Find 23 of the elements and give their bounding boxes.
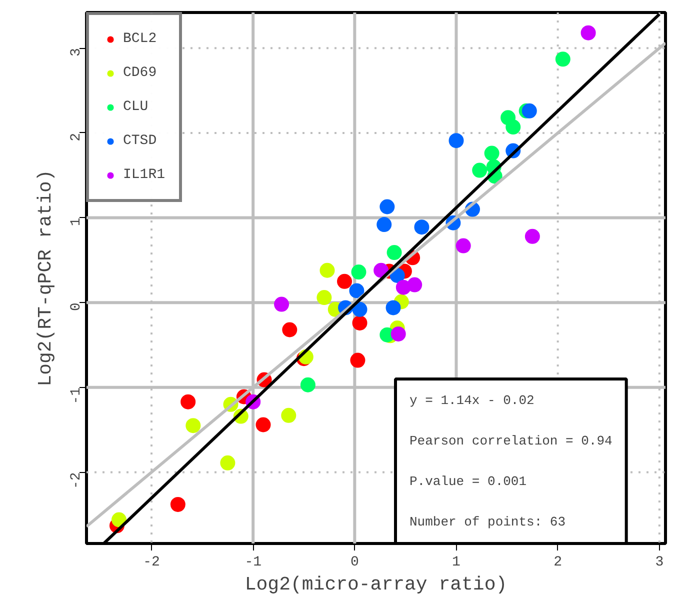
y-tick-label: 3 xyxy=(68,48,84,57)
x-tick-label: 2 xyxy=(554,554,562,570)
x-axis-title: Log2(micro-array ratio) xyxy=(244,574,508,596)
x-tick-label: 1 xyxy=(452,554,460,570)
legend-label: CTSD xyxy=(123,133,157,149)
x-tick-label: 0 xyxy=(350,554,359,570)
y-axis-title: Log2(RT-qPCR ratio) xyxy=(34,170,56,386)
legend-label: CD69 xyxy=(123,65,157,81)
x-tick-label: 3 xyxy=(655,554,664,570)
y-tick-label: -1 xyxy=(68,387,84,404)
annotation: P.value = 0.001 xyxy=(410,474,527,489)
annotation: Pearson correlation = 0.94 xyxy=(410,434,613,448)
y-tick-label: 2 xyxy=(68,132,84,142)
legend-label: CLU xyxy=(123,99,148,115)
y-tick-label: -2 xyxy=(68,472,84,490)
x-tick-label: -2 xyxy=(143,554,160,570)
y-tick-label: 1 xyxy=(68,218,84,226)
y-tick-label: 0 xyxy=(68,302,84,311)
legend-label: IL1R1 xyxy=(123,167,166,183)
x-tick-label: -1 xyxy=(244,554,262,570)
annotation: Number of points: 63 xyxy=(410,514,566,530)
annotation: y = 1.14x - 0.02 xyxy=(410,393,534,408)
legend-label: BCL2 xyxy=(123,31,157,47)
